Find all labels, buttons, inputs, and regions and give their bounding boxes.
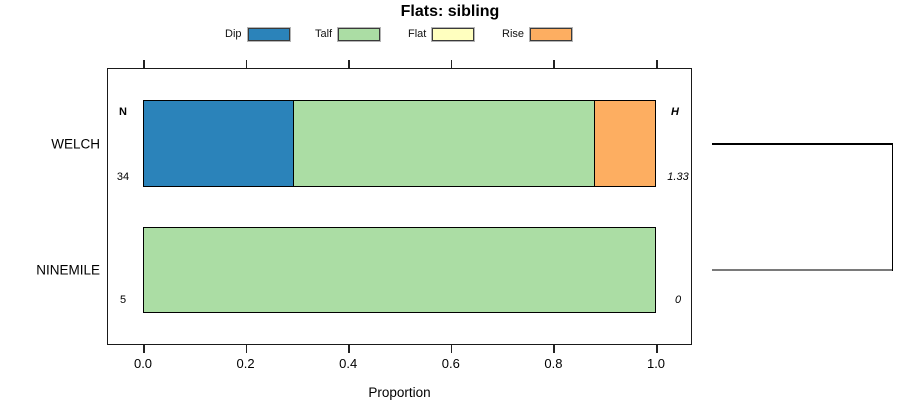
axis-tick-label: 0.4 [339,356,358,371]
plot-box [107,68,692,345]
axis-tick [450,60,453,68]
legend-item-flat: Flat [408,25,476,43]
axis-tick-label: 1.0 [646,356,666,371]
bar-welch [143,100,656,187]
cluster-bracket-vertical-line [891,143,893,271]
row-label-ninemile: NINEMILE [36,262,100,278]
left-column-header: N [119,106,127,118]
axis-tick [656,60,658,68]
axis-tick [553,60,555,68]
bar-segment-rise [594,101,655,186]
axis-tick-label: 0.8 [544,356,563,371]
axis-tick-label: 0.0 [133,356,153,371]
legend-item-rise: Rise [502,25,574,43]
h-value-welch: 1.33 [667,171,689,183]
x-axis-title: Proportion [368,385,431,400]
right-column-header: H [671,106,679,118]
legend-swatch-flat [431,26,476,42]
legend-swatch-dip [246,26,291,42]
row-label-welch: WELCH [51,136,100,151]
axis-tick [143,60,145,68]
axis-tick-label: 0.2 [236,356,255,371]
legend-swatch-rise [529,26,574,42]
legend-item-talf: Talf [315,25,382,43]
axis-tick [143,345,145,353]
legend-label: Flat [408,28,427,40]
legend-label: Rise [502,28,525,40]
axis-tick [553,345,555,353]
cluster-bracket-bottom-line [712,269,893,271]
legend-label: Dip [225,28,242,40]
n-value-welch: 34 [116,171,130,183]
legend-swatch-talf [337,26,382,42]
axis-tick [245,345,248,353]
axis-tick [656,345,658,353]
axis-tick [245,60,248,68]
legend-item-dip: Dip [225,25,291,43]
axis-tick [450,345,453,353]
bar-segment-talf [294,101,595,186]
bar-segment-dip [144,101,295,186]
bar-segment-talf [144,228,655,312]
h-value-ninemile: 0 [674,294,682,306]
bar-ninemile [143,227,656,313]
axis-tick [348,60,350,68]
axis-tick [348,345,350,353]
chart-title: Flats: sibling [400,3,500,20]
n-value-ninemile: 5 [119,294,127,306]
axis-tick-label: 0.6 [441,356,460,371]
legend-label: Talf [315,28,333,40]
cluster-bracket-top-line [712,143,893,145]
